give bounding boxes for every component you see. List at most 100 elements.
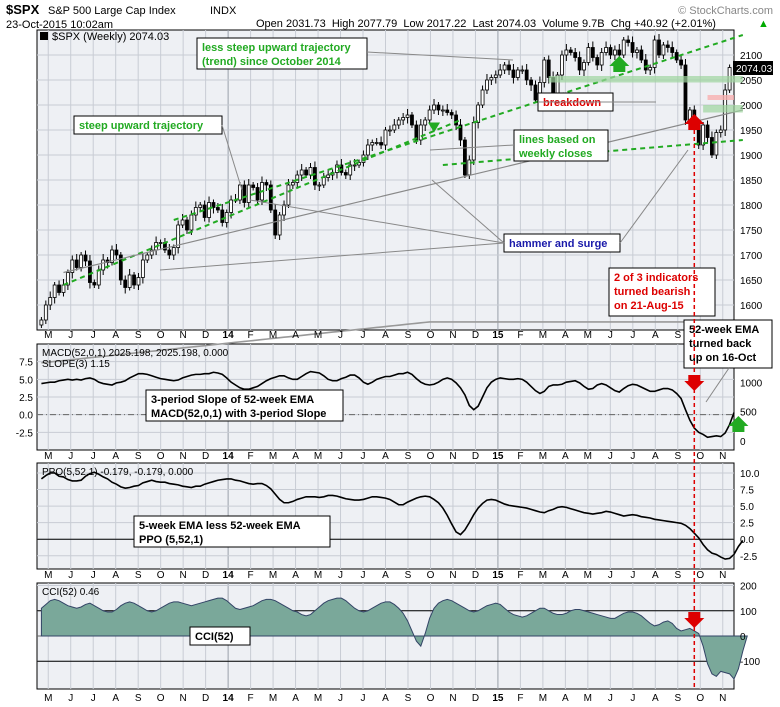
y-tick-label: -100 xyxy=(740,657,760,668)
x-tick-label: S xyxy=(405,693,412,704)
bearish-callout-text: turned bearish xyxy=(614,286,691,298)
down-candle xyxy=(264,182,269,186)
x-tick-label: M xyxy=(44,693,52,704)
x-tick-label: S xyxy=(135,693,142,704)
x-tick-label: M xyxy=(539,570,547,581)
up-candle xyxy=(246,184,251,203)
x-tick-label: N xyxy=(180,693,187,704)
y-tick-label: 1000 xyxy=(740,378,763,389)
y-tick-label: 2.5 xyxy=(740,519,754,530)
ppo-callout-text: PPO (5,52,1) xyxy=(139,534,204,546)
up-candle xyxy=(471,122,476,161)
up-candle xyxy=(96,269,101,286)
x-tick-label: M xyxy=(584,330,592,341)
x-tick-label: O xyxy=(696,570,704,581)
x-tick-label: A xyxy=(382,330,389,341)
down-candle xyxy=(123,279,128,288)
closes-callout-text: weekly closes xyxy=(518,148,592,160)
down-candle xyxy=(617,49,622,56)
down-candle xyxy=(83,254,88,262)
up-candle xyxy=(599,52,604,66)
up-candle xyxy=(648,67,653,71)
up-candle xyxy=(498,69,503,76)
down-candle xyxy=(313,167,317,186)
x-tick-label: A xyxy=(292,570,299,581)
y-tick-label: 7.5 xyxy=(19,358,33,369)
up-candle xyxy=(388,129,392,132)
up-candle xyxy=(714,132,719,156)
bearish-callout-box xyxy=(608,267,716,317)
x-tick-label: F xyxy=(517,330,523,341)
x-tick-label: S xyxy=(405,570,412,581)
pointer-line xyxy=(159,242,505,271)
up-candle xyxy=(52,284,57,298)
x-tick-label: J xyxy=(361,570,366,581)
datetime: 23-Oct-2015 10:02am xyxy=(6,19,113,31)
x-tick-label: D xyxy=(472,451,479,462)
x-tick-label: J xyxy=(91,330,96,341)
green-triangle-icon xyxy=(428,122,441,133)
up-candle xyxy=(652,39,657,68)
down-candle xyxy=(454,114,458,126)
x-tick-label: M xyxy=(584,451,592,462)
down-candle xyxy=(215,207,220,211)
x-tick-label: 14 xyxy=(223,451,235,462)
down-candle xyxy=(88,260,92,283)
up-candle xyxy=(405,114,410,118)
down-candle xyxy=(185,219,189,231)
up-candle xyxy=(180,219,185,226)
watermark: © StockCharts.com xyxy=(678,5,773,17)
resistance-band xyxy=(703,105,743,113)
macd-line xyxy=(41,321,761,364)
x-tick-label: D xyxy=(202,693,209,704)
trend-callout-box xyxy=(196,37,368,70)
x-tick-label: 15 xyxy=(492,451,504,462)
down-candle xyxy=(410,114,414,126)
x-tick-label: 15 xyxy=(492,570,504,581)
x-tick-label: J xyxy=(338,693,343,704)
down-candle xyxy=(463,139,467,176)
down-candle xyxy=(220,209,225,223)
up-candle xyxy=(158,242,163,244)
x-tick-label: F xyxy=(517,451,523,462)
up-candle xyxy=(396,119,401,126)
up-candle xyxy=(110,249,114,263)
down-candle xyxy=(710,137,714,156)
up-candle xyxy=(198,204,203,208)
up-candle xyxy=(193,207,198,216)
x-tick-label: D xyxy=(472,693,479,704)
ema-callout-box xyxy=(683,319,773,369)
x-tick-label: M xyxy=(584,570,592,581)
down-candle xyxy=(573,52,578,58)
up-candle xyxy=(335,164,339,173)
up-candle xyxy=(432,104,436,111)
breakdown-callout-text: breakdown xyxy=(543,97,601,109)
up-candle xyxy=(612,49,617,56)
down-candle xyxy=(118,254,123,281)
x-tick-label: M xyxy=(269,570,277,581)
y-tick-label: 200 xyxy=(740,582,757,593)
down-candle xyxy=(524,69,529,81)
x-tick-label: N xyxy=(719,570,726,581)
x-tick-label: O xyxy=(427,570,435,581)
ema-callout-text: up on 16-Oct xyxy=(689,352,757,364)
x-tick-label: S xyxy=(135,570,142,581)
up-candle xyxy=(65,272,70,286)
y-tick-label: -2.5 xyxy=(740,552,758,563)
x-tick-label: A xyxy=(112,330,119,341)
up-candle xyxy=(661,44,666,56)
up-candle xyxy=(326,174,331,178)
support-band xyxy=(548,76,743,83)
x-tick-label: A xyxy=(382,693,389,704)
closes-callout-text: lines based on xyxy=(519,134,596,146)
x-tick-label: N xyxy=(719,451,726,462)
exchange: INDX xyxy=(210,5,237,17)
x-tick-label: M xyxy=(539,693,547,704)
x-tick-label: J xyxy=(361,693,366,704)
down-candle xyxy=(626,39,631,43)
x-tick-label: A xyxy=(382,570,389,581)
x-tick-label: O xyxy=(157,451,165,462)
up-candle xyxy=(502,64,507,71)
x-tick-label: A xyxy=(652,570,659,581)
